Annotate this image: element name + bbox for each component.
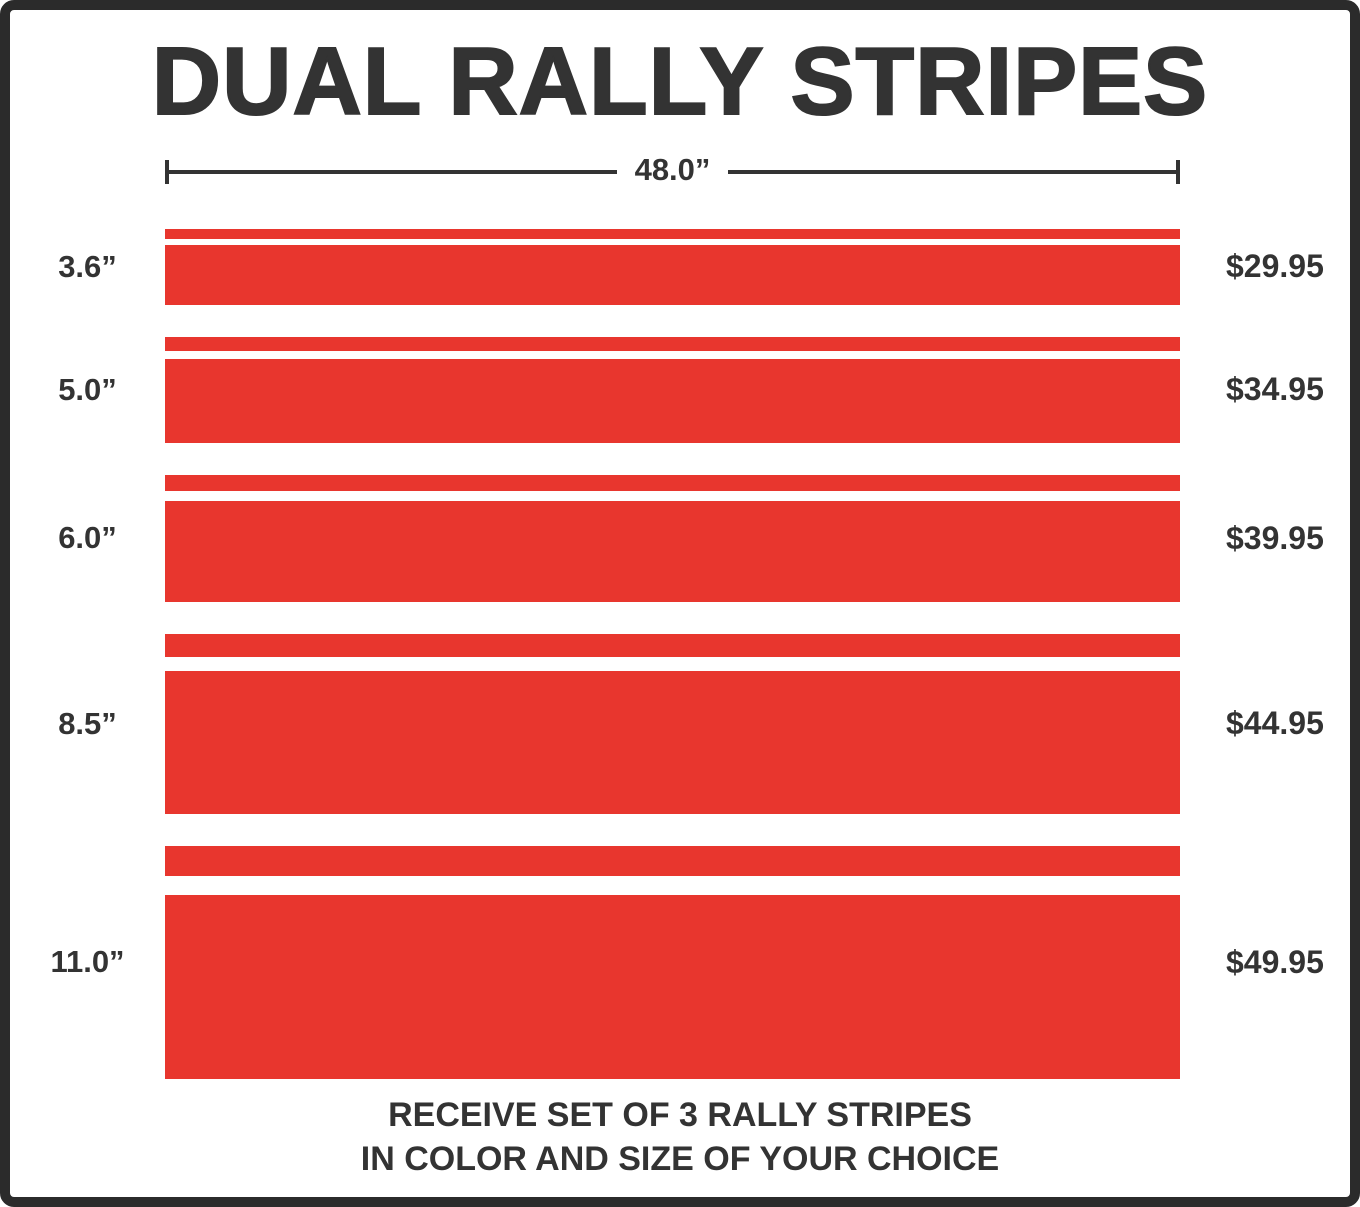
stripe-set xyxy=(165,336,1180,443)
footer-note: RECEIVE SET OF 3 RALLY STRIPES IN COLOR … xyxy=(10,1093,1350,1181)
stripe-row: 11.0” $49.95 xyxy=(10,845,1350,1079)
dimension-line: 48.0” xyxy=(165,154,1180,185)
size-label: 11.0” xyxy=(50,944,125,980)
thick-stripe xyxy=(165,670,1180,814)
size-label: 3.6” xyxy=(58,248,117,284)
price-label: $39.95 xyxy=(1226,519,1324,556)
thick-stripe xyxy=(165,500,1180,602)
stripe-rows: 3.6” $29.95 5.0” $34.95 6.0” $39.95 xyxy=(10,228,1350,1079)
price-label: $34.95 xyxy=(1226,371,1324,408)
thick-stripe xyxy=(165,894,1180,1079)
dimension-tick-right xyxy=(1176,159,1180,184)
stripe-row: 6.0” $39.95 xyxy=(10,474,1350,602)
dimension-line-right-segment xyxy=(728,169,1176,174)
dimension-tick-left xyxy=(165,159,169,184)
thin-stripe xyxy=(165,474,1180,491)
stripe-row: 5.0” $34.95 xyxy=(10,336,1350,443)
size-label: 5.0” xyxy=(58,371,117,407)
thin-stripe xyxy=(165,336,1180,351)
thick-stripe xyxy=(165,358,1180,443)
stripe-set xyxy=(165,633,1180,814)
thin-stripe xyxy=(165,845,1180,876)
stripe-row: 8.5” $44.95 xyxy=(10,633,1350,814)
dimension-line-left-segment xyxy=(169,169,617,174)
price-label: $49.95 xyxy=(1226,943,1324,980)
thick-stripe xyxy=(165,244,1180,305)
size-label: 6.0” xyxy=(58,520,117,556)
footer-line-2: IN COLOR AND SIZE OF YOUR CHOICE xyxy=(360,1139,1000,1178)
stripe-set xyxy=(165,228,1180,305)
page-title: DUAL RALLY STRIPES xyxy=(151,28,1209,135)
price-label: $44.95 xyxy=(1226,705,1324,742)
stripe-row: 3.6” $29.95 xyxy=(10,228,1350,305)
dimension-label: 48.0” xyxy=(634,152,711,188)
thin-stripe xyxy=(165,633,1180,657)
price-label: $29.95 xyxy=(1226,248,1324,285)
footer-line-1: RECEIVE SET OF 3 RALLY STRIPES xyxy=(388,1095,972,1134)
stripe-set xyxy=(165,845,1180,1079)
size-label: 8.5” xyxy=(58,705,117,741)
stripe-set xyxy=(165,474,1180,602)
thin-stripe xyxy=(165,228,1180,239)
